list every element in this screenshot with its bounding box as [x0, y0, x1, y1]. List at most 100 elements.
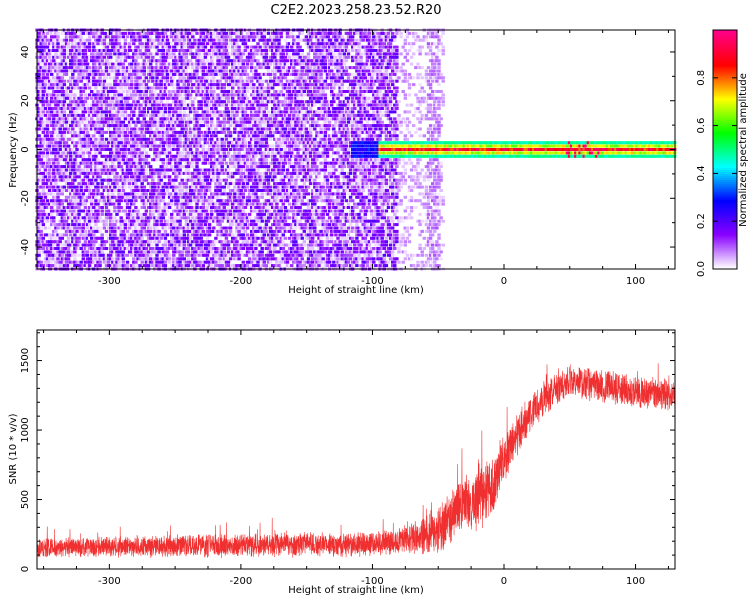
spectrogram-cell — [94, 240, 98, 244]
spectrogram-cell — [176, 90, 180, 93]
spectrogram-cell — [201, 113, 205, 117]
spectrogram-cell — [83, 137, 88, 141]
spectrogram-cell — [102, 178, 107, 182]
spectrogram-cell — [50, 202, 54, 206]
spectrogram-cell — [220, 93, 224, 97]
spectrogram-cell — [117, 202, 121, 206]
spectrogram-cell — [47, 243, 52, 247]
spectrogram-cell — [157, 49, 161, 52]
spectrogram-cell — [119, 137, 123, 141]
spectrogram-cell — [69, 206, 73, 209]
spectrogram-cell — [123, 151, 128, 155]
spectrogram-cell — [201, 76, 205, 80]
spectrogram-cell — [50, 233, 54, 237]
spectrogram-cell — [41, 175, 45, 179]
spectrogram-cell — [144, 35, 149, 39]
spectrogram-cell — [54, 158, 58, 162]
spectrogram-cell — [199, 45, 203, 49]
spectrogram-cell — [50, 216, 54, 220]
spectrogram-cell — [212, 31, 216, 35]
spectrogram-cell — [132, 144, 136, 148]
spectrogram-cell — [195, 59, 199, 63]
spectrogram-cell — [205, 264, 210, 268]
spectrogram-cell — [50, 240, 54, 244]
spectrogram-cell — [170, 223, 174, 227]
spectrogram-cell — [151, 110, 155, 114]
spectrogram-cell — [58, 127, 62, 131]
spectrogram-cell — [119, 93, 123, 97]
spectrogram-cell — [193, 127, 197, 131]
spectrogram-cell — [113, 202, 117, 206]
spectrogram-cell — [224, 120, 229, 124]
spectrogram-cell — [142, 192, 146, 196]
spectrogram-cell — [58, 86, 62, 90]
spectrogram-cell — [151, 212, 155, 216]
spectrogram-cell — [174, 247, 178, 250]
spectrogram-cell — [77, 103, 81, 107]
spectrogram-cell — [125, 76, 130, 80]
spectrogram-cell — [191, 52, 195, 56]
spectrogram-cell — [134, 93, 138, 97]
spectrogram-cell — [188, 199, 193, 203]
spectrogram-cell — [47, 171, 52, 175]
spectrogram-cell — [195, 223, 199, 227]
spectrogram-cell — [37, 216, 41, 220]
spectrogram-cell — [119, 107, 123, 110]
spectrogram-cell — [172, 124, 176, 128]
spectrogram-cell — [73, 240, 77, 244]
spectrogram-cell — [43, 206, 48, 209]
spectrogram-cell — [41, 137, 45, 141]
spectrogram-cell — [184, 151, 189, 155]
spectrogram-cell — [106, 154, 111, 158]
spectrogram-cell — [73, 83, 77, 87]
spectrogram-cell — [121, 127, 125, 131]
spectrogram-cell — [146, 35, 151, 39]
spectrogram-cell — [212, 124, 216, 128]
spectrogram-cell — [96, 69, 100, 73]
spectrogram-cell — [205, 212, 210, 216]
spectrogram-cell — [113, 113, 117, 117]
spectrogram-cell — [69, 113, 73, 117]
spectrogram-cell — [47, 202, 52, 206]
spectrogram-cell — [73, 130, 77, 134]
spectrogram-cell — [109, 216, 113, 220]
spectrogram-cell — [92, 35, 96, 39]
spectrogram-cell — [85, 117, 90, 121]
spectrogram-cell — [87, 257, 92, 261]
spectrogram-cell — [127, 206, 132, 209]
spectrogram-cell — [47, 96, 52, 100]
spectrogram-cell — [92, 247, 96, 250]
spectrogram-cell — [66, 31, 71, 35]
spectrogram-cell — [170, 185, 174, 189]
spectrogram-cell — [203, 161, 208, 165]
spectrogram-cell — [163, 148, 168, 151]
spectrogram-cell — [188, 141, 193, 145]
spectrogram-cell — [121, 219, 125, 223]
spectrogram-cell — [60, 103, 64, 107]
spectrogram-cell — [157, 202, 161, 206]
spectrogram-cell — [60, 59, 64, 63]
spectrogram-cell — [79, 103, 83, 107]
spectrogram-cell — [216, 42, 220, 46]
spectrogram-cell — [113, 52, 117, 56]
spectrogram-cell — [94, 52, 98, 56]
spectrogram-cell — [188, 79, 193, 83]
spectrogram-cell — [113, 79, 117, 83]
spectrogram-cell — [50, 62, 54, 66]
spectrogram-cell — [178, 96, 182, 100]
spectrogram-cell — [201, 96, 205, 100]
spectrogram-cell — [39, 35, 43, 39]
spectrogram-cell — [79, 189, 83, 192]
spectrogram-cell — [193, 219, 197, 223]
spectrogram-cell — [182, 49, 186, 52]
spectrogram-cell — [157, 103, 161, 107]
spectrogram-cell — [64, 59, 69, 63]
spectrogram-cell — [113, 69, 117, 73]
spectrogram-cell — [113, 151, 117, 155]
spectrogram-cell — [98, 253, 102, 257]
spectrogram-cell — [71, 137, 75, 141]
spectrogram-cell — [222, 69, 226, 73]
spectrogram-cell — [119, 154, 123, 158]
spectrogram-cell — [64, 124, 69, 128]
spectrogram-cell — [149, 62, 153, 66]
